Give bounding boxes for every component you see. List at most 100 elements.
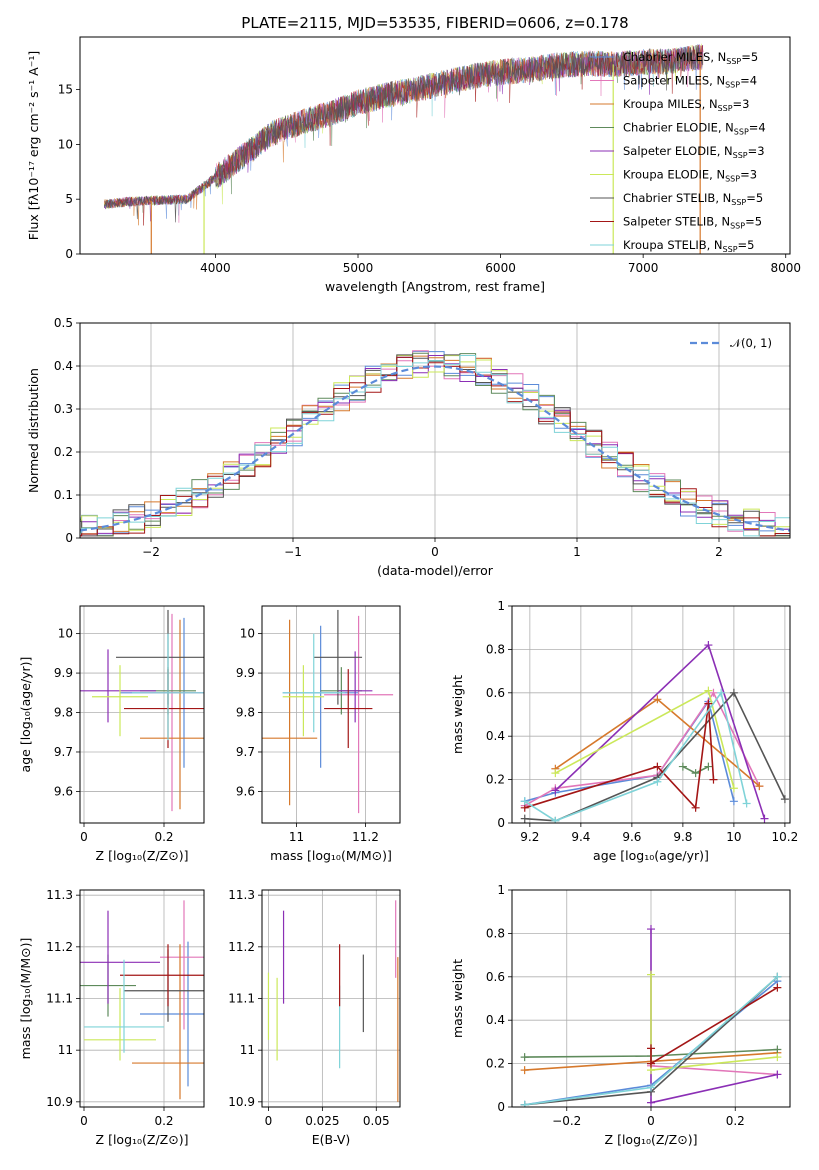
x-tick-label: 9.8 — [673, 830, 692, 844]
y-tick-label: 11.2 — [228, 940, 255, 954]
weight-marker — [647, 970, 655, 979]
y-tick-label: 9.7 — [236, 745, 255, 759]
plot-area-weight-vs-age — [520, 641, 789, 823]
weight-marker — [647, 925, 655, 934]
legend-suffix: =5 — [738, 238, 755, 252]
x-axis-label: Z [log₁₀(Z/Z⊙)] — [96, 1132, 189, 1147]
weight-marker — [520, 1066, 529, 1075]
weight-marker — [742, 799, 751, 808]
y-tick-label: 1 — [497, 599, 505, 613]
weight-marker — [551, 816, 560, 823]
errorbar-point — [262, 619, 318, 806]
x-tick-label: 2 — [715, 545, 723, 559]
legend-suffix: =4 — [749, 121, 766, 135]
legend-sub: SSP — [723, 245, 738, 254]
errorbar-point — [324, 615, 394, 814]
axes-frame — [79, 36, 791, 255]
y-axis-label: age [log₁₀(age/yr)] — [18, 657, 33, 773]
y-tick-label: 0.6 — [486, 686, 505, 700]
x-tick-label: −0.2 — [552, 1114, 581, 1128]
y-tick-label: 10 — [58, 627, 73, 641]
axes-frame — [79, 605, 205, 824]
weight-marker — [647, 1059, 655, 1068]
y-tick-label: 0 — [65, 247, 73, 261]
weight-marker — [773, 1045, 782, 1054]
y-tick-label: 0.3 — [54, 402, 73, 416]
legend-entry: Salpeter STELIB, NSSP=5 — [623, 215, 762, 231]
x-tick-label: 0 — [80, 830, 88, 844]
weight-marker — [647, 1044, 655, 1053]
legend-entry: Salpeter ELODIE, NSSP=3 — [623, 144, 765, 160]
y-tick-label: 0 — [497, 816, 505, 830]
x-tick-label: 11 — [289, 830, 304, 844]
y-tick-label: 9.9 — [54, 666, 73, 680]
x-axis-label: Z [log₁₀(Z/Z⊙)] — [96, 848, 189, 863]
y-tick-label: 11.2 — [46, 940, 73, 954]
x-tick-label: 8000 — [770, 261, 801, 275]
weight-marker — [773, 983, 782, 992]
weight-marker — [520, 1100, 529, 1107]
weight-marker — [653, 695, 662, 704]
weight-marker — [729, 797, 738, 806]
x-tick-label: 9.4 — [571, 830, 590, 844]
y-tick-label: 9.7 — [54, 745, 73, 759]
errorbar-point — [80, 649, 156, 723]
weight-marker — [704, 641, 713, 650]
y-tick-label: 11.1 — [46, 992, 73, 1006]
legend-label: Chabrier MILES, N — [623, 50, 726, 64]
legend-label: Salpeter ELODIE, N — [623, 144, 733, 158]
y-tick-label: 0.5 — [54, 316, 73, 330]
x-tick-label: 4000 — [200, 261, 231, 275]
weight-marker — [691, 769, 700, 778]
legend-label: Kroupa ELODIE, N — [623, 168, 725, 182]
legend-entry: Chabrier STELIB, NSSP=5 — [623, 191, 763, 207]
plot-area-residuals — [80, 350, 790, 537]
legend-suffix: =5 — [745, 215, 762, 229]
y-tick-label: 10.9 — [228, 1095, 255, 1109]
x-tick-label: 0 — [80, 1114, 88, 1128]
errorbar-point — [84, 959, 164, 1053]
plot-area-mass-vs-Z — [80, 900, 204, 1100]
y-tick-label: 0.1 — [54, 488, 73, 502]
y-axis-label: Normed distribution — [26, 368, 41, 493]
panel-weight-vs-Z: −0.2 0 0.2 0 0.2 0.4 0.6 0.8 1 Z [log₁₀(Z/Z⊙)] mas… — [450, 883, 791, 1147]
y-tick-label: 0.8 — [486, 642, 505, 656]
axes-frame — [261, 889, 401, 1108]
y-axis-label: mass weight — [450, 959, 465, 1038]
y-tick-label: 0.4 — [486, 729, 505, 743]
errorbar-point — [140, 941, 204, 1087]
y-tick-label: 0.2 — [486, 1057, 505, 1071]
legend-sub: SSP — [725, 175, 740, 184]
y-tick-label: 9.9 — [236, 666, 255, 680]
gaussian-reference-curve — [80, 365, 790, 532]
spectrum-series-7 — [103, 44, 704, 226]
legend-label: Salpeter MILES, N — [623, 74, 725, 88]
legend-suffix: =5 — [746, 191, 763, 205]
weight-marker — [704, 686, 713, 695]
panel-residuals: −2 −1 0 1 2 0 0.1 0.2 0.3 0.4 0.5 (data-model)/erro… — [26, 316, 791, 578]
y-tick-label: 0.8 — [486, 926, 505, 940]
plot-area-weight-vs-Z — [520, 925, 782, 1107]
x-tick-label: 0 — [647, 1114, 655, 1128]
legend-sub: SSP — [726, 57, 741, 66]
weight-marker — [551, 769, 560, 778]
x-axis-label: age [log₁₀(age/yr)] — [593, 848, 709, 863]
weight-marker — [773, 972, 782, 981]
x-axis-label: E(B-V) — [312, 1132, 351, 1147]
legend-entry: Chabrier ELODIE, NSSP=4 — [623, 121, 766, 137]
y-tick-label: 0.4 — [54, 359, 73, 373]
y-tick-label: 9.6 — [54, 784, 73, 798]
legend-label: Chabrier STELIB, N — [623, 191, 731, 205]
x-tick-label: 6000 — [485, 261, 516, 275]
weight-marker — [709, 775, 718, 784]
weight-marker — [773, 1070, 782, 1079]
errorbar-point — [84, 988, 156, 1061]
y-tick-label: 10 — [58, 137, 73, 151]
legend-suffix: =3 — [740, 168, 757, 182]
x-tick-label: 0.025 — [305, 1114, 339, 1128]
x-axis-label: Z [log₁₀(Z/Z⊙)] — [605, 1132, 698, 1147]
legend-entry: Salpeter MILES, NSSP=4 — [623, 74, 757, 90]
x-tick-label: 10.2 — [772, 830, 799, 844]
legend-suffix: =3 — [733, 97, 750, 111]
